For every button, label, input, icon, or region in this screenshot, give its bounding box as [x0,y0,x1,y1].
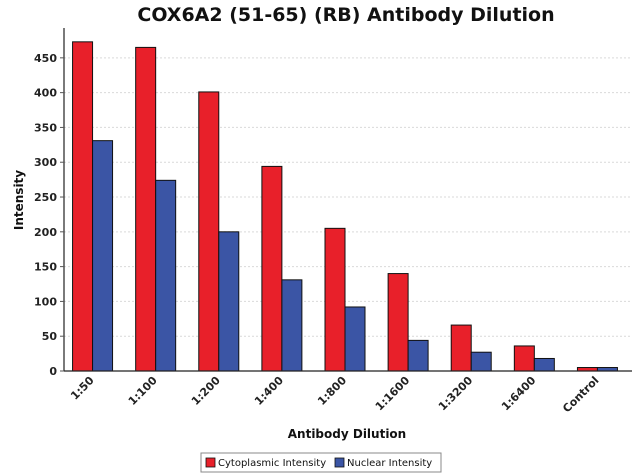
bar-nuclear [407,339,429,372]
y-tick-label: 100 [34,295,57,308]
y-tick-label: 250 [34,191,57,204]
bar-nuclear [92,140,114,372]
legend: Cytoplasmic Intensity Nuclear Intensity [200,452,442,473]
chart-title: COX6A2 (51-65) (RB) Antibody Dilution [137,4,554,26]
y-tick-label: 400 [34,87,57,100]
bar-nuclear [281,279,303,372]
legend-label-nuclear: Nuclear Intensity [347,458,432,469]
bar-nuclear [218,231,240,372]
bar-nuclear [344,306,366,372]
y-tick-label: 450 [34,52,57,65]
bar-cytoplasmic [72,41,94,372]
bar-cytoplasmic [450,324,472,372]
x-tick-label: 1:200 [189,374,223,408]
x-tick-label: 1:800 [315,374,349,408]
bar-cytoplasmic [198,91,220,372]
bar-cytoplasmic [261,165,283,372]
x-tick-label: 1:100 [126,374,160,408]
x-tick-label: 1:1600 [373,374,413,414]
x-tick-label: 1:50 [68,374,97,403]
grid-lines [64,57,632,337]
x-axis-label: Antibody Dilution [288,427,406,441]
bar-nuclear [533,357,555,372]
x-axis-ticks: 1:50 1:100 1:200 1:400 1:800 1:1600 1:3200 1:64… [68,374,601,416]
x-tick-label: 1:3200 [436,374,476,414]
y-tick-label: 50 [42,330,58,343]
y-axis-label: Intensity [12,170,26,230]
legend-swatch-nuclear [334,457,345,468]
y-tick-label: 0 [49,365,57,378]
bar-cytoplasmic [387,273,409,372]
x-tick-label: 1:400 [252,374,286,408]
y-tick-label: 150 [34,261,57,274]
legend-label-cytoplasmic: Cytoplasmic Intensity [218,458,326,469]
y-tick-label: 300 [34,156,57,169]
x-tick-label: 1:6400 [499,374,539,414]
bar-nuclear [155,179,177,372]
y-axis-ticks: 0 50 100 150 200 250 300 350 400 450 [34,52,64,378]
bars [72,41,618,372]
legend-box [200,452,442,473]
bar-cytoplasmic [324,227,346,372]
bar-cytoplasmic [135,46,157,372]
legend-swatch-cytoplasmic [205,457,216,468]
bar-cytoplasmic [513,345,535,372]
y-tick-label: 350 [34,121,57,134]
bar-nuclear [470,351,492,372]
x-tick-label: Control [560,374,601,415]
y-tick-label: 200 [34,226,57,239]
axes [63,28,632,372]
